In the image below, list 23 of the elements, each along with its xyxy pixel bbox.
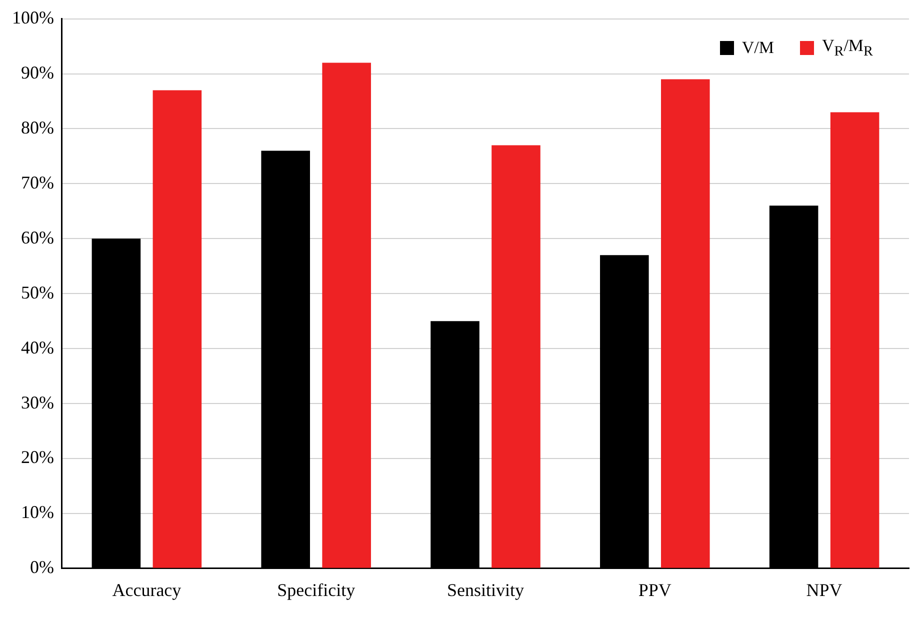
bar — [152, 90, 202, 568]
y-tick-label: 10% — [20, 502, 54, 522]
y-tick-label: 40% — [20, 337, 54, 358]
legend-label: V$_{R}$/M$_{R}$ — [822, 36, 873, 60]
x-tick-label: NPV — [806, 580, 842, 600]
y-tick-label: 100% — [12, 8, 54, 28]
bar — [830, 112, 880, 568]
y-tick-label: 0% — [30, 557, 54, 578]
x-tick-label: Specificity — [277, 580, 356, 600]
bar — [492, 145, 540, 568]
bar — [660, 79, 710, 568]
y-tick-label: 80% — [20, 117, 54, 138]
x-tick-label: Accuracy — [112, 580, 182, 600]
y-tick-label: 30% — [20, 392, 54, 412]
y-tick-label: 90% — [20, 62, 54, 82]
bar — [322, 62, 371, 568]
x-tick-label: Sensitivity — [446, 580, 524, 600]
x-tick-label: PPV — [638, 580, 672, 600]
legend-label: V/M — [742, 38, 774, 58]
y-tick-label: 70% — [20, 172, 54, 192]
y-tick-label: 50% — [20, 282, 54, 302]
y-tick-label: 60% — [20, 227, 54, 248]
y-tick-label: 20% — [20, 447, 54, 468]
